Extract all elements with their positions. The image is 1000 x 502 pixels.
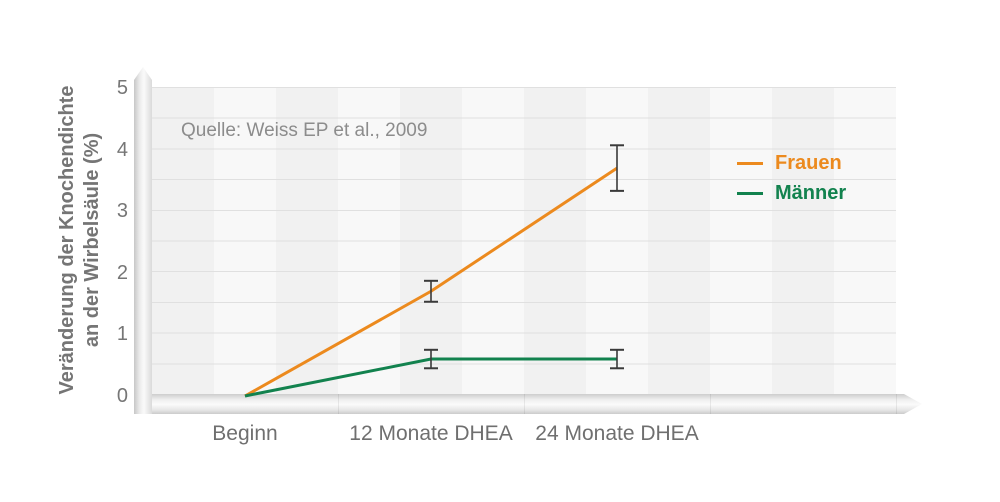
axis-segment-divider bbox=[338, 394, 339, 414]
x-tick-label-beginn: Beginn bbox=[212, 422, 278, 445]
y-tick-label-4: 4 bbox=[116, 139, 128, 161]
plot-area: Quelle: Weiss EP et al., 2009 bbox=[152, 87, 896, 394]
y-tick-label-2: 2 bbox=[116, 262, 128, 284]
legend: Frauen Männer bbox=[737, 148, 846, 208]
x-tick-label-12-monate: 12 Monate DHEA bbox=[349, 422, 513, 445]
frauen-line-swatch bbox=[737, 161, 763, 165]
y-axis-title-line2: an der Wirbelsäule (%) bbox=[81, 132, 103, 348]
x-tick-label-24-monate: 24 Monate DHEA bbox=[535, 422, 699, 445]
legend-item-frauen: Frauen bbox=[737, 148, 846, 178]
axis-segment-divider bbox=[896, 394, 897, 414]
y-axis-line bbox=[134, 67, 152, 414]
y-tick-label-3: 3 bbox=[116, 200, 128, 222]
legend-item-maenner: Männer bbox=[737, 178, 846, 208]
y-axis-title-line1: Veränderung der Knochendichte bbox=[56, 85, 78, 395]
legend-label-frauen: Frauen bbox=[775, 152, 842, 174]
source-note: Quelle: Weiss EP et al., 2009 bbox=[181, 120, 428, 141]
maenner-line-swatch bbox=[737, 191, 763, 195]
axis-segment-divider bbox=[524, 394, 525, 414]
y-tick-label-0: 0 bbox=[116, 385, 128, 407]
legend-label-maenner: Männer bbox=[775, 182, 847, 204]
x-axis-line bbox=[134, 394, 922, 414]
y-tick-label-5: 5 bbox=[116, 77, 128, 99]
y-tick-label-1: 1 bbox=[116, 323, 128, 345]
y-axis-title: Veränderung der Knochendichte an der Wir… bbox=[55, 63, 105, 417]
axis-segment-divider bbox=[710, 394, 711, 414]
